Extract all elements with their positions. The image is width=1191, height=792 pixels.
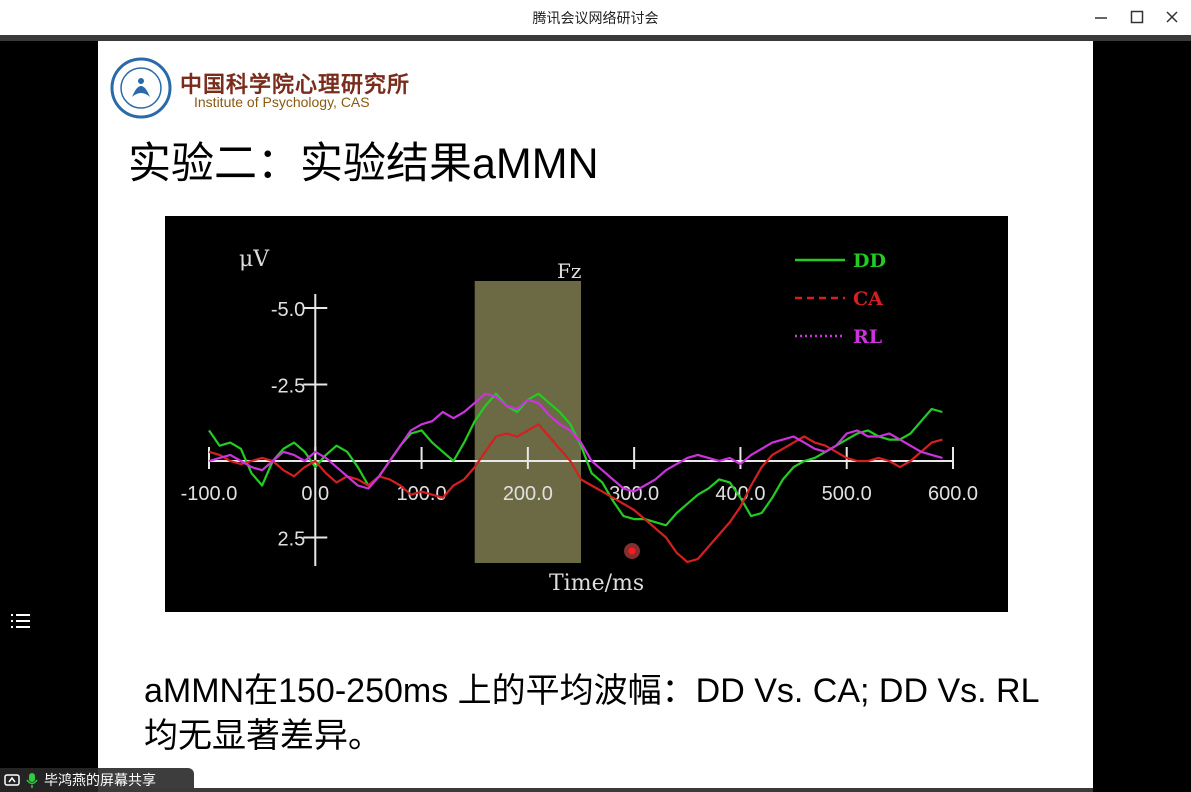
cas-logo-icon — [110, 57, 172, 119]
minimize-button[interactable] — [1086, 4, 1116, 30]
x-tick-label: 300.0 — [609, 483, 659, 505]
maximize-icon — [1130, 10, 1144, 24]
series-line-ca — [208, 423, 943, 564]
minimize-icon — [1095, 17, 1107, 19]
legend-label-ca: CA — [853, 288, 883, 310]
toolbar-strip — [0, 35, 1191, 41]
org-name-en: Institute of Psychology, CAS — [194, 94, 370, 110]
bottom-bar — [98, 788, 1093, 792]
legend-label-rl: RL — [853, 326, 882, 348]
x-tick-label: 0.0 — [301, 483, 329, 505]
side-menu-button[interactable] — [6, 606, 36, 636]
slide-body-text: aMMN在150-250ms 上的平均波幅：DD Vs. CA; DD Vs. … — [144, 672, 1039, 755]
slide-title: 实验二：实验结果aMMN — [128, 140, 599, 188]
share-screen-icon — [4, 774, 20, 786]
y-tick-label: -2.5 — [271, 376, 305, 398]
org-name-cn: 中国科学院心理研究所 — [180, 72, 411, 98]
series-line-rl — [208, 392, 943, 493]
x-tick-label: 100.0 — [397, 483, 447, 505]
x-tick-label: 500.0 — [822, 483, 872, 505]
erp-chart: -100.0 0.0 100.0 200.0 300.0 400.0 500.0 600.0 -… — [165, 216, 1008, 612]
laser-pointer-icon — [624, 543, 640, 559]
share-label: 毕鸿燕的屏幕共享 — [44, 773, 156, 789]
y-tick-label: -5.0 — [271, 299, 305, 321]
x-tick-label: 600.0 — [928, 483, 978, 505]
x-tick-label: 400.0 — [715, 483, 765, 505]
legend-label-dd: DD — [853, 250, 886, 272]
erp-chart-svg: -100.0 0.0 100.0 200.0 300.0 400.0 500.0 600.0 -… — [181, 247, 978, 596]
list-menu-icon — [11, 614, 30, 628]
close-icon — [1166, 11, 1178, 23]
window-title-bar: 腾讯会议网络研讨会 — [0, 0, 1191, 36]
x-tick-label: 200.0 — [503, 483, 553, 505]
chart-title: Fz — [557, 259, 581, 283]
window-title: 腾讯会议网络研讨会 — [532, 11, 659, 27]
x-tick-label: -100.0 — [181, 483, 238, 505]
maximize-button[interactable] — [1122, 4, 1152, 30]
highlight-window — [474, 281, 581, 563]
x-axis-label: Time/ms — [549, 571, 644, 596]
y-tick-label: 2.5 — [277, 529, 305, 551]
microphone-icon — [26, 773, 38, 788]
y-axis-label: μV — [239, 247, 270, 272]
close-button[interactable] — [1157, 4, 1187, 30]
shared-slide: 中国科学院心理研究所 Institute of Psychology, CAS … — [98, 41, 1093, 792]
